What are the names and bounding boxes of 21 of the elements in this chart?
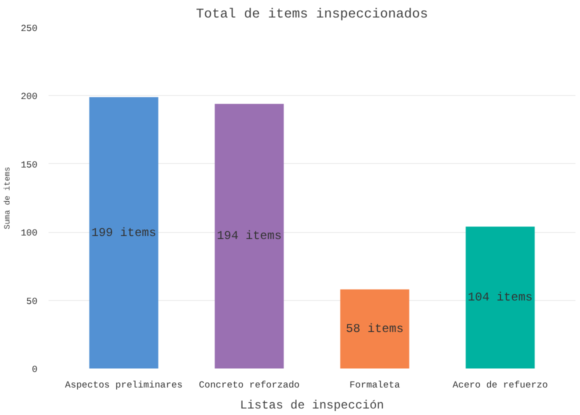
y-tick-label: 50	[26, 296, 38, 307]
y-axis-title: Suma de items	[4, 166, 13, 230]
y-tick-label: 200	[20, 91, 38, 102]
y-tick-label: 250	[20, 23, 38, 34]
bar	[89, 97, 158, 368]
data-label: 104 items	[468, 290, 533, 305]
bar	[340, 289, 410, 368]
y-tick-label: 150	[20, 159, 38, 170]
x-axis-title: Listas de inspección	[240, 398, 384, 412]
chart-title: Total de items inspeccionados	[196, 8, 428, 22]
y-tick-label: 0	[32, 364, 38, 375]
data-label: 58 items	[346, 322, 404, 336]
x-tick-label: Concreto reforzado	[198, 380, 300, 390]
y-tick-label: 100	[20, 228, 38, 239]
data-label: 194 items	[216, 229, 282, 244]
x-tick-label: Formaleta	[350, 380, 400, 390]
x-tick-label: Aspectos preliminares	[65, 380, 183, 390]
bar	[466, 226, 535, 368]
x-tick-label: Acero de refuerzo	[452, 380, 548, 390]
data-label: 199 items	[91, 226, 156, 240]
bar	[214, 104, 284, 368]
